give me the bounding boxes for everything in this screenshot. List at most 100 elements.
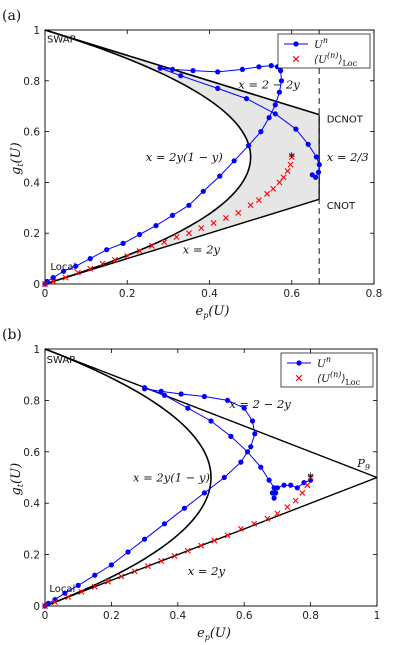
data-point-loc xyxy=(198,225,205,232)
data-point-loc xyxy=(292,497,299,504)
end-marker-star: * xyxy=(307,472,314,487)
data-point-un xyxy=(169,212,176,218)
data-point-un xyxy=(181,505,187,511)
data-point-un xyxy=(228,433,234,439)
annotation-label: P9 xyxy=(356,456,370,472)
data-point-un xyxy=(217,173,223,179)
data-point-loc xyxy=(237,525,244,532)
x-tick-label: 0.6 xyxy=(236,610,253,622)
data-point-loc xyxy=(87,265,94,272)
data-point-un xyxy=(201,490,207,496)
data-point-un xyxy=(246,143,252,149)
boundary-line-x-2-2y xyxy=(44,29,320,116)
data-point-un xyxy=(248,444,254,450)
data-point-un xyxy=(309,172,315,178)
data-point-loc xyxy=(287,161,294,168)
data-point-un xyxy=(293,126,299,132)
x-tick-label: 0.2 xyxy=(103,610,120,622)
data-point-loc xyxy=(299,489,306,496)
annotation-label: x = 2/3 xyxy=(327,150,369,164)
data-point-loc xyxy=(264,515,271,522)
data-point-loc xyxy=(284,504,291,511)
data-point-un xyxy=(274,485,280,491)
data-point-un xyxy=(243,96,250,102)
data-point-un xyxy=(316,162,322,168)
data-point-un xyxy=(256,64,262,70)
legend-label-un: Un xyxy=(317,355,331,370)
data-point-loc xyxy=(51,599,58,606)
data-point-un xyxy=(266,477,272,483)
data-point-loc xyxy=(255,197,262,204)
annotation-label: x = 2y(1 − y) xyxy=(146,150,223,164)
legend: Un⟨U(n)⟩Loc xyxy=(280,352,374,388)
data-point-un xyxy=(92,572,98,578)
x-tick-label: 0.8 xyxy=(366,288,383,300)
legend-box xyxy=(280,352,374,388)
data-point-loc xyxy=(251,520,258,527)
data-point-loc xyxy=(276,179,283,186)
legend-marker-un xyxy=(293,41,299,47)
data-point-un xyxy=(75,582,81,589)
data-point-un xyxy=(142,536,148,542)
y-tick-label: 0.6 xyxy=(23,127,40,139)
legend-marker-loc xyxy=(292,55,300,63)
data-point-loc xyxy=(307,474,314,481)
data-point-un xyxy=(157,65,163,71)
data-point-loc xyxy=(185,230,192,237)
data-point-un xyxy=(201,393,207,400)
legend-marker-loc xyxy=(295,374,303,382)
legend-label-un: Un xyxy=(314,36,328,51)
annotation-label: x = 2y xyxy=(183,243,221,257)
data-point-un xyxy=(278,78,285,84)
data-point-un xyxy=(272,111,278,117)
data-point-loc xyxy=(148,242,155,249)
legend-box xyxy=(277,33,371,69)
x-tick-label: 0.4 xyxy=(201,288,218,300)
data-point-loc xyxy=(65,594,72,600)
data-point-loc xyxy=(171,552,178,559)
data-point-loc xyxy=(198,542,205,549)
data-point-un xyxy=(278,68,284,74)
data-point-un xyxy=(244,449,251,455)
chart-panel-a: 0 0.2 0.4 0.6 0.8 0 0.2 0.4 0.6 0.8 1 ep(U) gt(U) (a)… xyxy=(2,8,382,320)
annotation-label: SWAP xyxy=(47,355,76,366)
legend: Un⟨U(n)⟩Loc xyxy=(277,33,371,69)
data-point-un xyxy=(153,223,159,229)
data-point-loc xyxy=(74,269,81,276)
data-point-un xyxy=(142,385,148,391)
data-point-loc xyxy=(99,260,106,267)
data-point-un xyxy=(120,240,126,246)
data-point-un xyxy=(281,482,287,488)
data-point-un xyxy=(50,275,56,281)
data-point-loc xyxy=(105,578,112,585)
data-point-un xyxy=(161,521,168,527)
data-point-loc xyxy=(264,190,271,197)
data-point-loc xyxy=(78,588,85,595)
x-tick-label: 0.2 xyxy=(119,288,136,300)
data-point-loc xyxy=(235,209,242,216)
y-axis-label: gt(U) xyxy=(9,463,25,496)
data-point-un xyxy=(221,474,227,481)
data-point-loc xyxy=(131,568,138,575)
data-point-un xyxy=(266,115,272,121)
y-tick-label: 0 xyxy=(33,279,40,291)
data-point-un xyxy=(313,154,319,160)
data-point-un xyxy=(238,459,244,465)
data-point-un xyxy=(268,63,274,69)
annotation-label: Local xyxy=(49,584,75,595)
data-point-loc xyxy=(270,185,277,192)
x-tick-label: 1 xyxy=(374,610,381,622)
data-point-loc xyxy=(124,253,131,260)
panel-label: (a) xyxy=(2,8,21,24)
data-point-un xyxy=(241,405,247,411)
data-point-un xyxy=(269,490,275,496)
x-axis-label: ep(U) xyxy=(196,304,230,320)
boundary-line-x-2y xyxy=(44,476,378,607)
data-point-un xyxy=(104,247,110,253)
data-point-un xyxy=(225,397,231,403)
data-point-loc xyxy=(247,202,254,209)
annotation-label: x = 2 − 2y xyxy=(229,397,291,411)
data-point-un xyxy=(215,85,221,91)
y-tick-label: 0.4 xyxy=(23,498,40,510)
